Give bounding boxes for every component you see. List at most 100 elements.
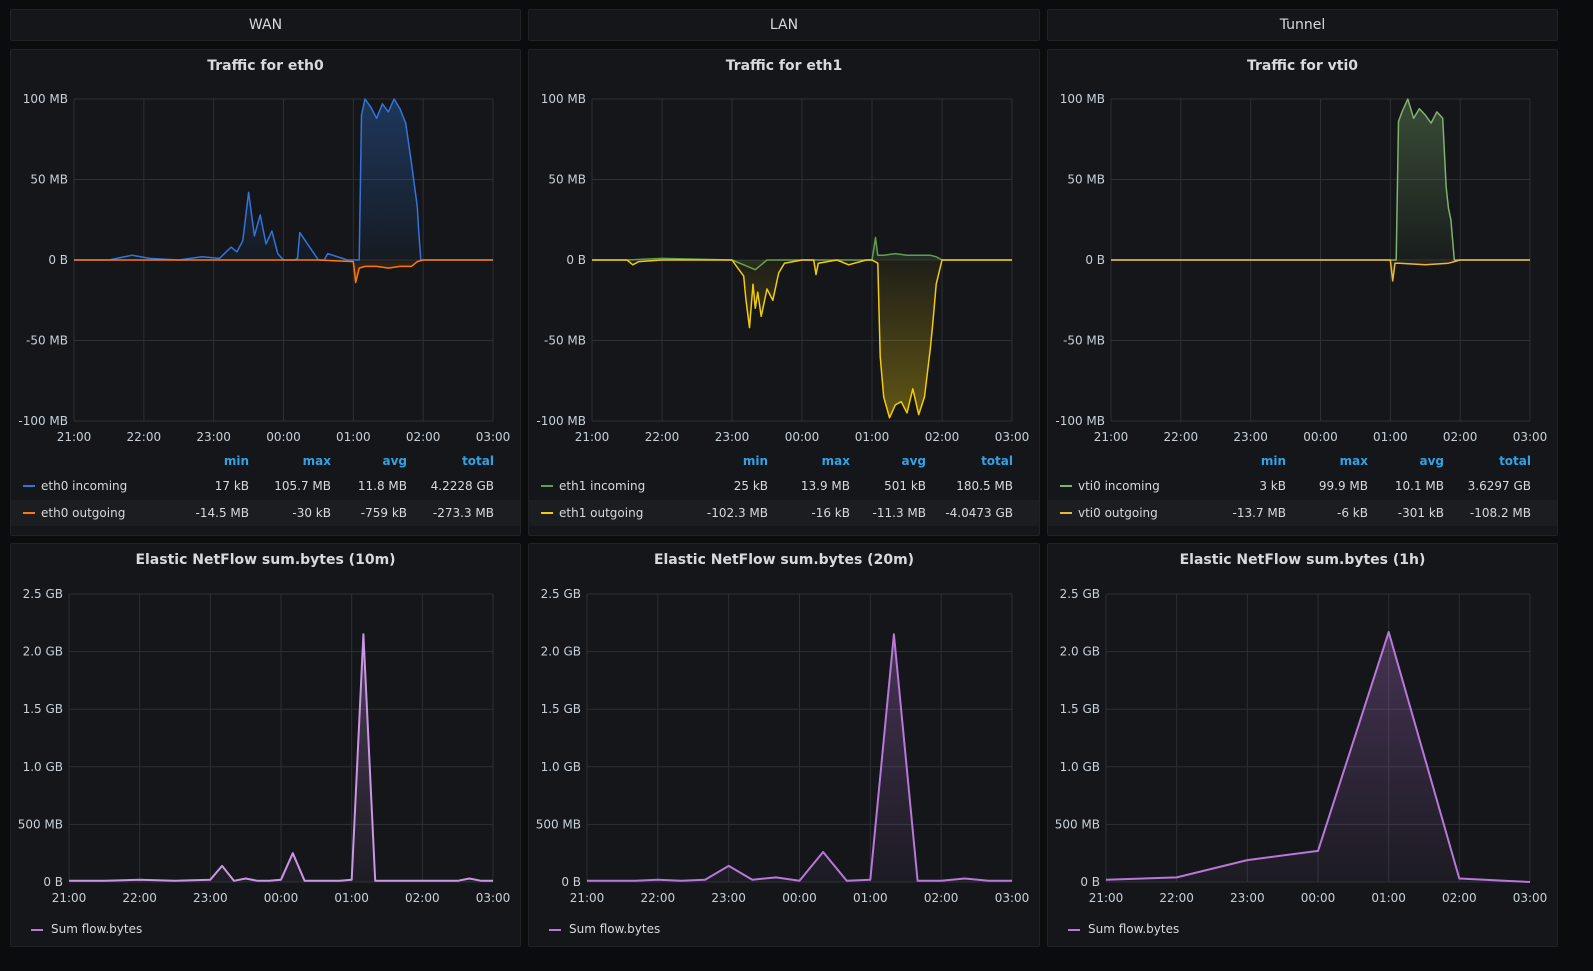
y-tick-label: 2.0 GB — [1060, 645, 1100, 659]
legend-value-min: -13.7 MB — [1232, 506, 1286, 520]
panel-title[interactable]: Traffic for eth1 — [725, 58, 843, 74]
legend-label: Sum flow.bytes — [51, 922, 143, 936]
x-tick-label: 23:00 — [1233, 430, 1268, 444]
x-tick-label: 02:00 — [1442, 891, 1477, 905]
legend-series-name[interactable]: vti0 incoming — [1078, 479, 1160, 493]
netflow-chart-20m: 2.5 GB 2.0 GB 1.5 GB 1.0 GB 500 MB 0 B 21:00 22… — [536, 587, 1030, 905]
grid: 100 MB 50 MB 0 B -50 MB -100 MB 21:00 22:00 23:… — [536, 92, 1029, 444]
row-label: WAN — [248, 17, 283, 33]
series-line — [592, 259, 1012, 419]
x-tick-label: 21:00 — [1089, 891, 1124, 905]
x-tick-label: 03:00 — [1513, 891, 1548, 905]
panel-title[interactable]: Elastic NetFlow sum.bytes (20m) — [653, 552, 915, 568]
x-tick-label: 22:00 — [1159, 891, 1194, 905]
legend-series-name[interactable]: vti0 outgoing — [1078, 506, 1158, 520]
series-line — [587, 633, 1012, 882]
y-tick-label: 0 B — [43, 875, 63, 889]
panel-title[interactable]: Elastic NetFlow sum.bytes (1h) — [1179, 552, 1426, 568]
y-tick-label: 1.5 GB — [541, 702, 581, 716]
series-area — [1106, 632, 1530, 882]
legend-swatch — [549, 928, 561, 931]
y-tick-label: -100 MB — [536, 414, 586, 428]
legend-header-avg[interactable]: avg — [382, 454, 407, 468]
row-label: LAN — [769, 17, 799, 33]
legend-header-total[interactable]: total — [462, 454, 494, 468]
panel-title[interactable]: Elastic NetFlow sum.bytes (10m) — [135, 552, 396, 568]
legend-header-max[interactable]: max — [821, 454, 850, 468]
legend-swatch — [31, 928, 43, 931]
x-tick-label: 03:00 — [995, 430, 1030, 444]
legend-item-sum-flow-bytes[interactable]: Sum flow.bytes — [1068, 922, 1179, 936]
x-tick-label: 03:00 — [1513, 430, 1548, 444]
legend-swatch — [541, 485, 553, 487]
x-tick-label: 02:00 — [405, 891, 440, 905]
legend-header-max[interactable]: max — [302, 454, 331, 468]
legend-header-total[interactable]: total — [1499, 454, 1531, 468]
legend-series-name[interactable]: eth1 incoming — [559, 479, 646, 493]
legend-table: min max avg total vti0 incoming 3 kB 99.9 MB 10… — [1048, 452, 1557, 532]
panel-title[interactable]: Traffic for vti0 — [1247, 58, 1358, 74]
y-tick-label: 100 MB — [541, 92, 586, 106]
y-tick-label: 100 MB — [1060, 92, 1105, 106]
legend-header-avg[interactable]: avg — [901, 454, 926, 468]
legend-value-min: 3 kB — [1259, 479, 1286, 493]
legend-row[interactable]: eth1 incoming 25 kB 13.9 MB 501 kB 180.5 MB — [529, 473, 1039, 499]
legend-value-max: 13.9 MB — [800, 479, 850, 493]
x-tick-label: 22:00 — [127, 430, 162, 444]
x-tick-label: 03:00 — [995, 891, 1030, 905]
legend-value-total: -108.2 MB — [1469, 506, 1531, 520]
y-tick-label: 2.5 GB — [23, 587, 63, 601]
legend-header-min[interactable]: min — [742, 454, 768, 468]
y-tick-label: -100 MB — [18, 414, 68, 428]
row-label: Tunnel — [1279, 17, 1326, 33]
y-tick-label: 1.5 GB — [23, 702, 63, 716]
legend-swatch — [23, 485, 35, 487]
netflow-chart-1h: 2.5 GB 2.0 GB 1.5 GB 1.0 GB 500 MB 0 B 21:00 22… — [1055, 587, 1548, 905]
y-tick-label: -100 MB — [1055, 414, 1105, 428]
traffic-panel-eth0: Traffic for eth0 100 MB 50 MB 0 B -50 MB -10… — [10, 49, 521, 536]
row-header-lan[interactable]: LAN — [528, 9, 1040, 41]
y-tick-label: 50 MB — [548, 173, 586, 187]
legend-value-max: -16 kB — [811, 506, 850, 520]
legend-value-avg: 501 kB — [884, 479, 926, 493]
y-tick-label: 2.5 GB — [1060, 587, 1100, 601]
legend-row[interactable]: eth1 outgoing -102.3 MB -16 kB -11.3 MB -4.0… — [529, 500, 1039, 526]
legend-series-name[interactable]: eth0 incoming — [41, 479, 128, 493]
row-header-wan[interactable]: WAN — [10, 9, 521, 41]
legend-header-max[interactable]: max — [1339, 454, 1368, 468]
series-line — [74, 259, 493, 284]
legend-header-avg[interactable]: avg — [1419, 454, 1444, 468]
traffic-chart-eth0: 100 MB 50 MB 0 B -50 MB -100 MB 21:00 22:00 23:… — [18, 92, 510, 444]
x-tick-label: 23:00 — [715, 430, 750, 444]
y-tick-label: 0 B — [1080, 875, 1100, 889]
y-tick-label: 0 B — [1085, 253, 1105, 267]
legend-swatch — [23, 512, 35, 514]
x-tick-label: 21:00 — [570, 891, 605, 905]
legend-header-total[interactable]: total — [981, 454, 1013, 468]
y-tick-label: 1.0 GB — [541, 760, 581, 774]
row-header-tunnel[interactable]: Tunnel — [1047, 9, 1558, 41]
panel-title[interactable]: Traffic for eth0 — [207, 58, 324, 74]
legend-item-sum-flow-bytes[interactable]: Sum flow.bytes — [549, 922, 660, 936]
legend-series-name[interactable]: eth0 outgoing — [41, 506, 126, 520]
legend-series-name[interactable]: eth1 outgoing — [559, 506, 644, 520]
legend-value-max: 105.7 MB — [274, 479, 331, 493]
x-tick-label: 02:00 — [924, 891, 959, 905]
legend-row[interactable]: eth0 outgoing -14.5 MB -30 kB -759 kB -273.3… — [11, 500, 520, 526]
legend-header-min[interactable]: min — [223, 454, 249, 468]
x-tick-label: 01:00 — [1373, 430, 1408, 444]
traffic-chart-vti0: 100 MB 50 MB 0 B -50 MB -100 MB 21:00 22:00 23:… — [1055, 92, 1548, 444]
y-tick-label: 50 MB — [1067, 173, 1105, 187]
legend-header-min[interactable]: min — [1260, 454, 1286, 468]
y-tick-label: -50 MB — [544, 334, 586, 348]
series-line — [69, 633, 493, 882]
series-area — [592, 260, 1012, 418]
x-tick-label: 22:00 — [122, 891, 157, 905]
legend-item-sum-flow-bytes[interactable]: Sum flow.bytes — [31, 922, 142, 936]
x-tick-label: 00:00 — [264, 891, 299, 905]
series-area — [74, 260, 493, 283]
legend-row[interactable]: vti0 outgoing -13.7 MB -6 kB -301 kB -108.2 … — [1048, 500, 1557, 526]
legend-row[interactable]: vti0 incoming 3 kB 99.9 MB 10.1 MB 3.6297 GB — [1048, 473, 1557, 499]
legend-value-total: -4.0473 GB — [945, 506, 1013, 520]
legend-row[interactable]: eth0 incoming 17 kB 105.7 MB 11.8 MB 4.2228 … — [11, 473, 520, 499]
